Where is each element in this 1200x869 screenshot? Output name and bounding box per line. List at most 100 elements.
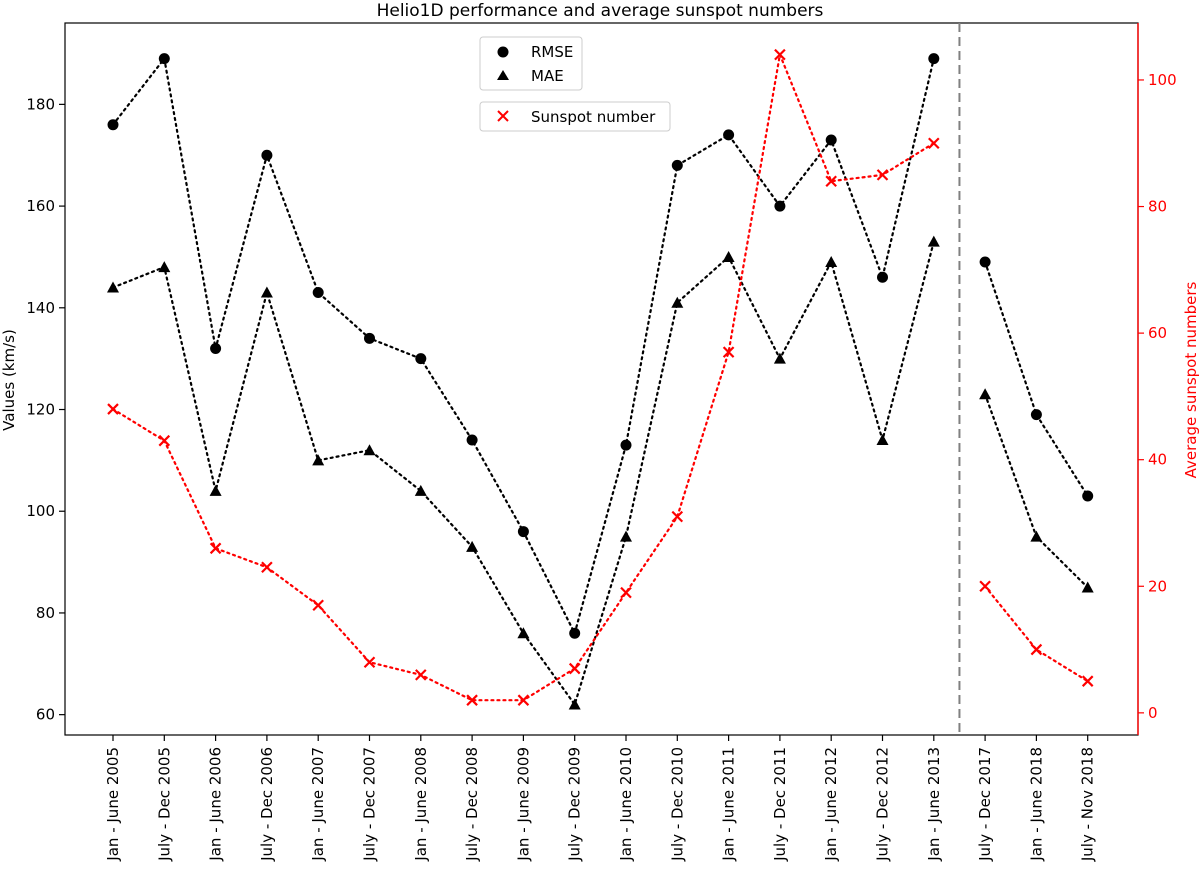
y2-tick-label: 0 bbox=[1148, 704, 1158, 722]
data-point bbox=[107, 403, 119, 415]
data-point bbox=[158, 261, 171, 273]
x-axis: Jan - June 2005 July - Dec 2005 Jan - June… bbox=[104, 735, 1097, 862]
data-point bbox=[517, 526, 529, 538]
series-line bbox=[983, 260, 1089, 498]
data-point bbox=[722, 250, 735, 262]
data-point bbox=[825, 256, 838, 268]
data-point bbox=[312, 599, 324, 612]
legend-label-mae: MAE bbox=[531, 67, 564, 85]
data-point bbox=[1030, 643, 1043, 656]
x-tick-label: Jan - June 2009 bbox=[514, 747, 532, 862]
data-point bbox=[568, 662, 581, 675]
data-point bbox=[363, 444, 376, 456]
data-point bbox=[979, 580, 991, 593]
y-tick-label: 160 bbox=[26, 197, 55, 215]
x-tick-label: Jan - June 2018 bbox=[1027, 747, 1045, 862]
x-tick-label: July - Dec 2008 bbox=[463, 747, 481, 862]
data-point bbox=[312, 287, 324, 299]
data-point bbox=[876, 169, 889, 181]
data-point bbox=[364, 332, 375, 344]
data-point bbox=[774, 200, 786, 212]
x-tick-label: Jan - June 2013 bbox=[925, 747, 943, 862]
y2-tick-label: 40 bbox=[1148, 451, 1167, 469]
data-point bbox=[773, 352, 786, 364]
data-point bbox=[620, 439, 632, 451]
data-point bbox=[927, 235, 940, 247]
data-point bbox=[363, 656, 376, 668]
x-tick-label: July - Dec 2006 bbox=[258, 747, 276, 862]
legend-marker-mae bbox=[497, 70, 509, 80]
right-y-axis: 0 20 40 60 80 100 bbox=[1137, 23, 1177, 735]
left-y-axis: 60 80 100 120 140 160 180 bbox=[26, 95, 65, 724]
data-point bbox=[466, 540, 479, 552]
data-point bbox=[671, 159, 683, 171]
data-point bbox=[107, 281, 119, 293]
x-tick-label: July - Dec 2010 bbox=[668, 747, 686, 862]
data-point bbox=[260, 286, 273, 298]
y2-tick-label: 80 bbox=[1148, 198, 1167, 216]
data-point bbox=[620, 530, 632, 542]
x-tick-label: July - Dec 2011 bbox=[771, 747, 789, 862]
data-point bbox=[1030, 530, 1043, 542]
data-point bbox=[415, 353, 427, 365]
y-tick-label: 100 bbox=[26, 502, 55, 520]
y-tick-label: 60 bbox=[36, 706, 55, 724]
x-tick-label: Jan - June 2011 bbox=[720, 747, 738, 862]
data-point bbox=[979, 256, 991, 268]
data-point bbox=[261, 561, 273, 574]
legend-label-rmse: RMSE bbox=[531, 43, 573, 61]
data-point bbox=[466, 434, 478, 446]
data-point bbox=[928, 53, 940, 65]
data-point bbox=[1081, 581, 1094, 593]
data-point bbox=[312, 454, 325, 466]
data-point bbox=[209, 484, 222, 496]
legend-label-sunspot: Sunspot number bbox=[531, 108, 656, 126]
series-line bbox=[111, 55, 935, 637]
data-point bbox=[466, 694, 478, 706]
x-tick-label: Jan - June 2005 bbox=[104, 747, 122, 862]
data-point bbox=[517, 694, 530, 706]
data-point bbox=[261, 149, 273, 161]
data-point bbox=[1082, 490, 1094, 502]
series-layer bbox=[107, 48, 1094, 710]
data-point bbox=[671, 296, 684, 308]
x-tick-label: Jan - June 2008 bbox=[412, 747, 430, 862]
y2-tick-label: 60 bbox=[1148, 324, 1167, 342]
y2-tick-label: 100 bbox=[1148, 71, 1177, 89]
data-point bbox=[620, 586, 632, 599]
series-line bbox=[983, 393, 1089, 589]
x-tick-label: Jan - June 2007 bbox=[309, 747, 327, 862]
data-point bbox=[517, 627, 530, 639]
data-point bbox=[414, 484, 427, 496]
data-point bbox=[209, 542, 222, 555]
legend-marker-sunspot bbox=[497, 110, 509, 122]
data-point bbox=[723, 129, 735, 141]
data-point bbox=[569, 627, 581, 639]
x-tick-label: Jan - June 2010 bbox=[617, 747, 635, 862]
legend-box-sunspot: Sunspot number bbox=[479, 101, 671, 132]
x-tick-label: July - Dec 2005 bbox=[155, 747, 173, 862]
data-point bbox=[158, 53, 170, 65]
x-tick-label: July - Dec 2017 bbox=[976, 747, 994, 862]
y-tick-label: 180 bbox=[26, 95, 55, 113]
data-point bbox=[825, 134, 837, 146]
y-tick-label: 120 bbox=[26, 401, 55, 419]
data-point bbox=[1081, 675, 1094, 687]
y2-tick-label: 20 bbox=[1148, 577, 1167, 595]
y-tick-label: 80 bbox=[36, 604, 55, 622]
series-sunspot-number bbox=[107, 48, 1094, 706]
data-point bbox=[774, 48, 786, 61]
data-point bbox=[158, 434, 171, 447]
x-tick-label: July - Nov 2018 bbox=[1079, 747, 1097, 862]
x-tick-label: July - Dec 2009 bbox=[566, 747, 584, 862]
chart-title: Helio1D performance and average sunspot … bbox=[377, 1, 824, 21]
series-line bbox=[111, 50, 935, 702]
series-mae bbox=[107, 235, 1094, 710]
x-tick-label: July - Dec 2012 bbox=[874, 747, 892, 862]
data-point bbox=[107, 119, 119, 131]
legend-box-performance: RMSE MAE bbox=[479, 36, 583, 91]
x-tick-label: Jan - June 2006 bbox=[207, 747, 225, 862]
x-tick-label: Jan - June 2012 bbox=[822, 747, 840, 862]
data-point bbox=[210, 342, 222, 354]
